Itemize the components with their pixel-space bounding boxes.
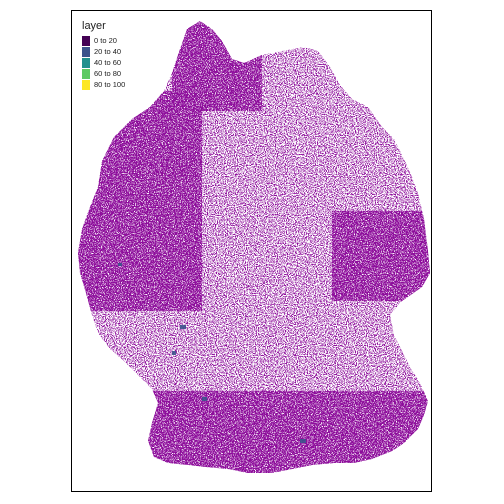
legend-entry: 0 to 20 [82, 35, 125, 46]
legend-swatch [82, 46, 90, 57]
raster-map [78, 21, 430, 473]
raster-accent-cells [118, 263, 306, 443]
legend-entry: 60 to 80 [82, 68, 125, 79]
legend-label: 20 to 40 [94, 46, 122, 56]
legend-swatch [82, 68, 90, 79]
legend-label: 0 to 20 [94, 35, 117, 45]
raster-dense-east [332, 211, 430, 301]
legend-swatch [82, 57, 90, 68]
raster-dense-north [172, 21, 262, 111]
legend-entry: 40 to 60 [82, 57, 125, 68]
legend-title: layer [82, 20, 106, 32]
map-legend: layer 0 to 20 20 to 40 40 to 60 60 to 80 80 … [82, 20, 125, 90]
legend-label: 80 to 100 [94, 79, 126, 89]
legend-entry: 20 to 40 [82, 46, 125, 57]
legend-label: 40 to 60 [94, 57, 122, 67]
legend-entry: 80 to 100 [82, 79, 125, 90]
raster-dense-west [78, 91, 202, 311]
legend-swatch [82, 79, 90, 90]
legend-label: 60 to 80 [94, 68, 122, 78]
raster-dense-south [132, 391, 430, 473]
legend-swatch [82, 35, 90, 46]
map-frame [71, 10, 432, 492]
